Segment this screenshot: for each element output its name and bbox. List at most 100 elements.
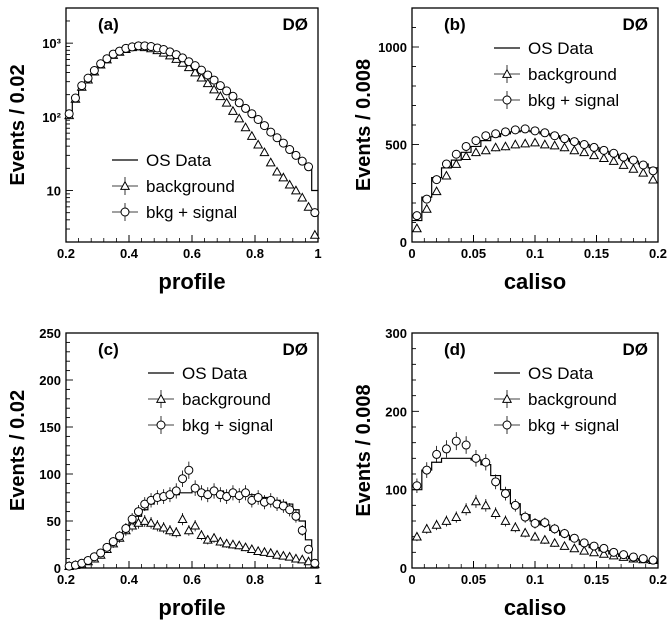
signal-point xyxy=(285,505,295,515)
background-point xyxy=(272,549,283,559)
signal-point xyxy=(272,133,282,143)
background-point xyxy=(183,525,194,535)
signal-point xyxy=(491,129,501,139)
x-tick-label: 1 xyxy=(314,572,321,587)
x-tick-label: 0 xyxy=(408,246,415,261)
signal-point xyxy=(422,194,432,204)
signal-point xyxy=(259,121,269,131)
legend-label-background: background xyxy=(182,390,271,409)
signal-point xyxy=(102,54,112,64)
signal-point xyxy=(127,514,137,524)
legend-label-bkg_signal: bkg + signal xyxy=(528,416,619,435)
x-tick-label: 0.8 xyxy=(246,246,264,261)
legend-label-data: OS Data xyxy=(146,151,212,170)
signal-point xyxy=(579,140,589,149)
y-tick-label: 10³ xyxy=(42,36,61,51)
x-tick-label: 0.4 xyxy=(120,572,139,587)
background-point xyxy=(190,67,201,77)
x-tick-label: 0 xyxy=(408,572,415,587)
signal-point xyxy=(638,554,648,564)
signal-point xyxy=(215,81,225,91)
signal-point xyxy=(550,524,560,534)
signal-point xyxy=(412,211,422,221)
legend-label-data: OS Data xyxy=(182,364,248,383)
x-axis-title: profile xyxy=(158,595,225,620)
background-point xyxy=(549,140,560,150)
signal-point xyxy=(451,436,461,446)
signal-point xyxy=(121,524,131,534)
background-point xyxy=(500,515,511,525)
signal-point xyxy=(579,538,589,548)
signal-point xyxy=(510,500,520,510)
background-point xyxy=(608,155,619,165)
legend-triangle-marker xyxy=(119,180,131,190)
background-point xyxy=(265,157,276,167)
background-point xyxy=(559,540,570,550)
background-point xyxy=(259,147,270,157)
x-tick-label: 0.15 xyxy=(584,572,609,587)
background-point xyxy=(451,158,462,168)
signal-point xyxy=(278,138,288,148)
background-point xyxy=(441,170,452,180)
background-point xyxy=(171,527,182,537)
signal-point xyxy=(228,91,238,101)
background-point xyxy=(240,122,251,132)
signal-point xyxy=(178,474,188,484)
background-point xyxy=(480,500,491,510)
series-triangles xyxy=(411,137,659,233)
x-tick-label: 0.6 xyxy=(183,572,201,587)
background-point xyxy=(259,546,270,556)
background-point xyxy=(490,142,501,152)
panel-label: (a) xyxy=(98,15,119,34)
signal-point xyxy=(441,444,451,454)
signal-point xyxy=(304,162,314,172)
signal-point xyxy=(190,61,200,71)
x-tick-label: 0.2 xyxy=(57,572,75,587)
background-point xyxy=(240,542,251,552)
series-circles xyxy=(64,41,320,218)
experiment-label: DØ xyxy=(283,15,309,34)
signal-point xyxy=(560,134,570,144)
background-point xyxy=(559,142,570,152)
signal-point xyxy=(412,481,422,491)
signal-point xyxy=(285,145,295,155)
signal-point xyxy=(441,159,451,169)
x-axis-title: profile xyxy=(158,269,225,294)
background-point xyxy=(290,553,301,563)
background-point xyxy=(421,203,432,213)
signal-point xyxy=(291,150,301,160)
signal-point xyxy=(102,542,112,552)
series-circles xyxy=(412,432,658,565)
y-tick-label: 0 xyxy=(54,561,61,576)
data-histogram xyxy=(412,457,658,563)
series-triangles xyxy=(411,494,659,565)
y-tick-label: 300 xyxy=(385,326,407,341)
y-tick-label: 200 xyxy=(385,404,407,419)
signal-point xyxy=(432,175,442,185)
y-tick-label: 200 xyxy=(39,373,61,388)
x-tick-label: 0.05 xyxy=(461,246,486,261)
signal-point xyxy=(297,156,307,166)
signal-point xyxy=(500,127,510,137)
signal-point xyxy=(471,453,481,463)
signal-point xyxy=(628,552,638,562)
signal-point xyxy=(648,555,658,565)
background-point xyxy=(139,515,150,525)
background-point xyxy=(638,167,649,177)
background-point xyxy=(221,97,232,107)
background-point xyxy=(265,547,276,557)
legend-label-bkg_signal: bkg + signal xyxy=(146,203,237,222)
background-point xyxy=(588,547,600,557)
signal-point xyxy=(133,507,143,517)
x-tick-label: 0.8 xyxy=(246,572,264,587)
background-point xyxy=(411,223,422,233)
background-point xyxy=(221,538,232,548)
legend-triangle-marker xyxy=(501,393,513,403)
signal-point xyxy=(108,537,118,547)
y-tick-label: 10² xyxy=(42,110,61,125)
legend-label-background: background xyxy=(528,65,617,84)
background-point xyxy=(227,539,238,549)
x-tick-label: 0.6 xyxy=(183,246,201,261)
background-point xyxy=(253,545,264,555)
background-point xyxy=(152,520,163,530)
